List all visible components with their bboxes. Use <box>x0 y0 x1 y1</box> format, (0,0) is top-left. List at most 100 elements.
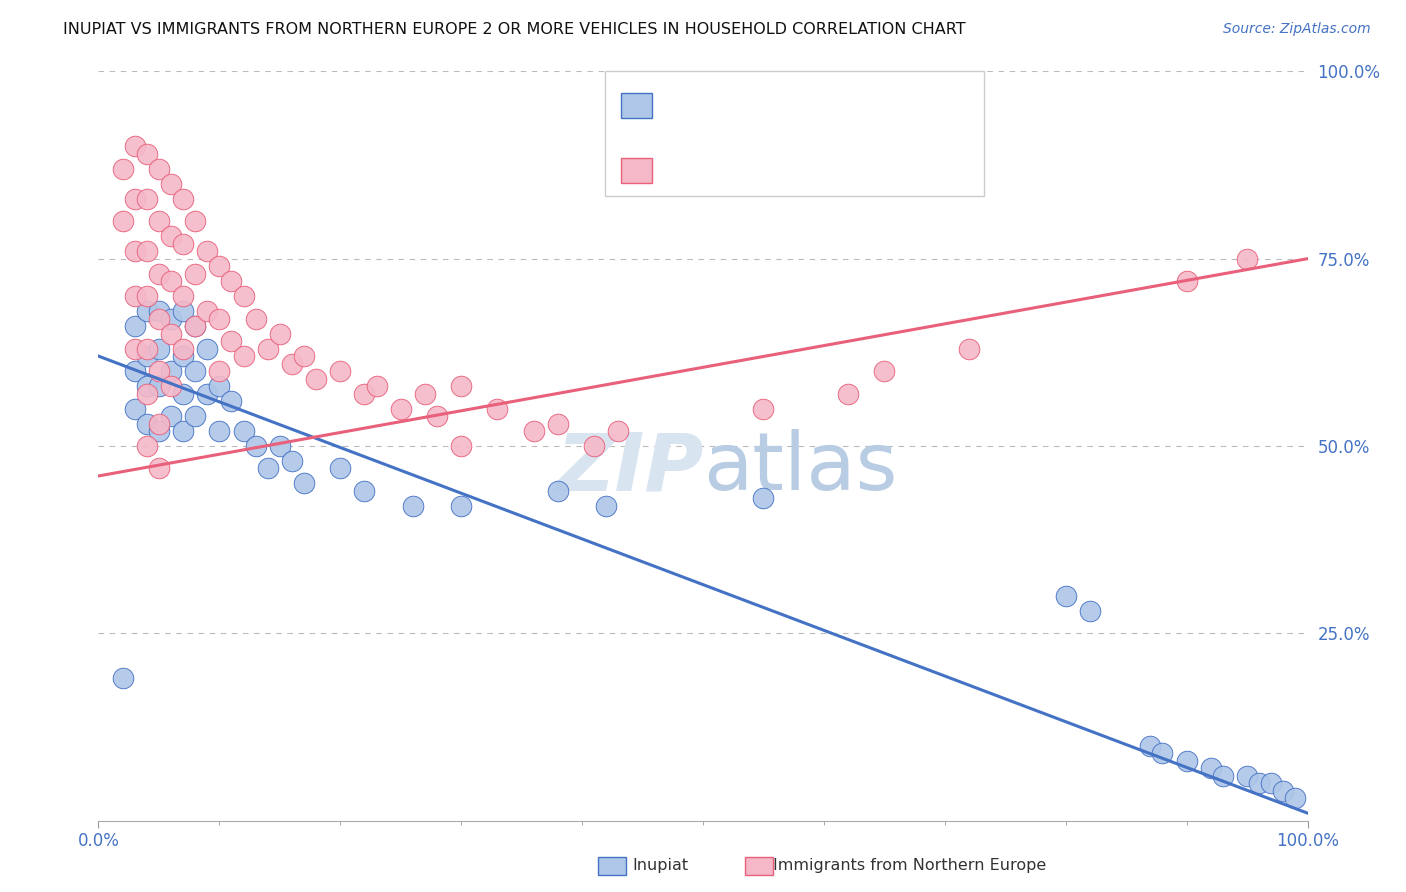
Point <box>148 424 170 438</box>
Point <box>160 229 183 244</box>
Point <box>172 289 194 303</box>
Point <box>595 499 617 513</box>
Point <box>124 401 146 416</box>
Point <box>329 461 352 475</box>
Point <box>547 417 569 431</box>
Point <box>292 476 315 491</box>
Point <box>281 357 304 371</box>
Point <box>184 319 207 334</box>
Point <box>523 424 546 438</box>
Point <box>1139 739 1161 753</box>
Point <box>232 349 254 363</box>
Point <box>148 417 170 431</box>
Point <box>208 379 231 393</box>
Point <box>256 342 278 356</box>
Point <box>172 304 194 318</box>
Point <box>1199 761 1222 775</box>
Point <box>160 326 183 341</box>
Point <box>957 342 980 356</box>
Point <box>232 424 254 438</box>
Point <box>1078 604 1101 618</box>
Point <box>124 192 146 206</box>
Point <box>450 439 472 453</box>
Point <box>195 244 218 259</box>
Point <box>366 379 388 393</box>
Point <box>135 379 157 393</box>
Point <box>1249 776 1271 790</box>
Text: Immigrants from Northern Europe: Immigrants from Northern Europe <box>773 858 1046 872</box>
Point <box>208 364 231 378</box>
Point <box>389 401 412 416</box>
Point <box>135 349 157 363</box>
Point <box>111 161 134 176</box>
Point <box>269 326 291 341</box>
Point <box>1152 746 1174 760</box>
Point <box>124 244 146 259</box>
Point <box>208 311 231 326</box>
Point <box>135 304 157 318</box>
Point <box>160 177 183 191</box>
Point <box>402 499 425 513</box>
Text: atlas: atlas <box>703 429 897 508</box>
Point <box>135 244 157 259</box>
Point <box>195 342 218 356</box>
Point <box>148 364 170 378</box>
Point <box>221 334 243 348</box>
Point <box>184 319 207 334</box>
Point <box>752 401 775 416</box>
Text: INUPIAT VS IMMIGRANTS FROM NORTHERN EUROPE 2 OR MORE VEHICLES IN HOUSEHOLD CORRE: INUPIAT VS IMMIGRANTS FROM NORTHERN EURO… <box>63 22 966 37</box>
Point <box>752 491 775 506</box>
Point <box>148 267 170 281</box>
Point <box>135 192 157 206</box>
Point <box>1236 252 1258 266</box>
Point <box>1260 776 1282 790</box>
Point <box>184 214 207 228</box>
Point <box>111 214 134 228</box>
Point <box>353 483 375 498</box>
Point <box>160 409 183 423</box>
Point <box>873 364 896 378</box>
Point <box>547 483 569 498</box>
Point <box>160 379 183 393</box>
Point <box>1236 769 1258 783</box>
Point <box>208 424 231 438</box>
Point <box>413 386 436 401</box>
Point <box>124 342 146 356</box>
Point <box>1272 783 1295 797</box>
Point <box>426 409 449 423</box>
Point <box>124 319 146 334</box>
Point <box>135 342 157 356</box>
Point <box>256 461 278 475</box>
Point <box>486 401 509 416</box>
Point <box>160 274 183 288</box>
Point <box>135 289 157 303</box>
Point <box>184 409 207 423</box>
Point <box>245 439 267 453</box>
Point <box>111 671 134 685</box>
Point <box>148 379 170 393</box>
Point <box>135 146 157 161</box>
Point <box>148 311 170 326</box>
Point <box>184 267 207 281</box>
Point <box>450 499 472 513</box>
Text: R = -0.776   N = 52: R = -0.776 N = 52 <box>664 95 841 113</box>
Text: Source: ZipAtlas.com: Source: ZipAtlas.com <box>1223 22 1371 37</box>
Point <box>281 454 304 468</box>
Point <box>1284 791 1306 805</box>
Point <box>607 424 630 438</box>
Point <box>245 311 267 326</box>
Point <box>148 461 170 475</box>
Point <box>292 349 315 363</box>
Point <box>195 304 218 318</box>
Point <box>195 386 218 401</box>
Point <box>583 439 606 453</box>
Point <box>135 417 157 431</box>
Point <box>172 424 194 438</box>
Point <box>837 386 859 401</box>
Point <box>172 342 194 356</box>
Point <box>124 289 146 303</box>
Point <box>160 311 183 326</box>
Point <box>148 161 170 176</box>
Point <box>135 386 157 401</box>
Point <box>221 274 243 288</box>
